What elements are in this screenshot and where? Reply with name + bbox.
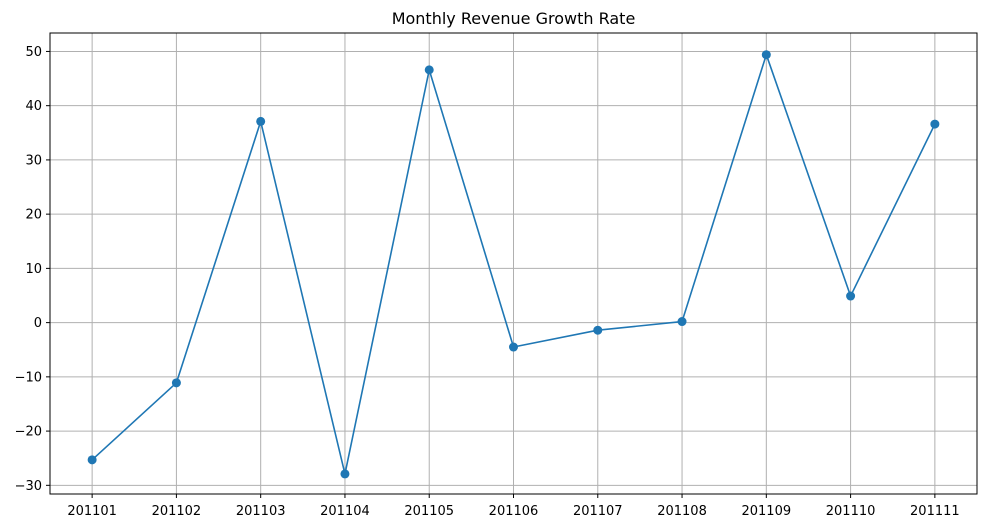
x-tick-label: 201107 (573, 504, 623, 519)
data-point (593, 325, 603, 335)
data-point (87, 455, 97, 465)
x-tick-label: 201103 (236, 504, 286, 519)
data-point (424, 65, 434, 75)
chart-title: Monthly Revenue Growth Rate (392, 9, 636, 28)
y-tick-label: −30 (15, 479, 42, 494)
series-layer (87, 50, 940, 479)
y-tick-label: 10 (25, 262, 42, 277)
data-point (171, 378, 181, 388)
data-point (256, 116, 266, 126)
x-tick-label: 201105 (404, 504, 454, 519)
y-tick-label: −10 (15, 370, 42, 385)
y-tick-label: 20 (25, 208, 42, 223)
grid (50, 33, 977, 494)
x-tick-label: 201108 (657, 504, 707, 519)
data-point (340, 469, 350, 479)
y-tick-label: −20 (15, 425, 42, 440)
data-point (509, 342, 518, 352)
x-tick-label: 201106 (489, 504, 539, 519)
y-tick-label: 50 (25, 45, 42, 60)
data-point (677, 317, 687, 327)
y-tick-label: 0 (34, 316, 42, 331)
data-point (930, 119, 940, 129)
x-tick-label: 201104 (320, 504, 370, 519)
axes (46, 32, 978, 498)
x-tick-label: 201101 (67, 504, 117, 519)
data-point (846, 291, 856, 301)
y-tick-label: 40 (25, 99, 42, 114)
x-tick-label: 201102 (152, 504, 202, 519)
data-point (761, 50, 771, 60)
x-tick-label: 201109 (741, 504, 791, 519)
x-tick-label: 201111 (910, 504, 960, 519)
x-tick-label: 201110 (826, 504, 876, 519)
y-tick-label: 30 (25, 153, 42, 168)
tick-labels: 201101 201102 201103 201104 201105 201106 2011… (15, 45, 960, 519)
